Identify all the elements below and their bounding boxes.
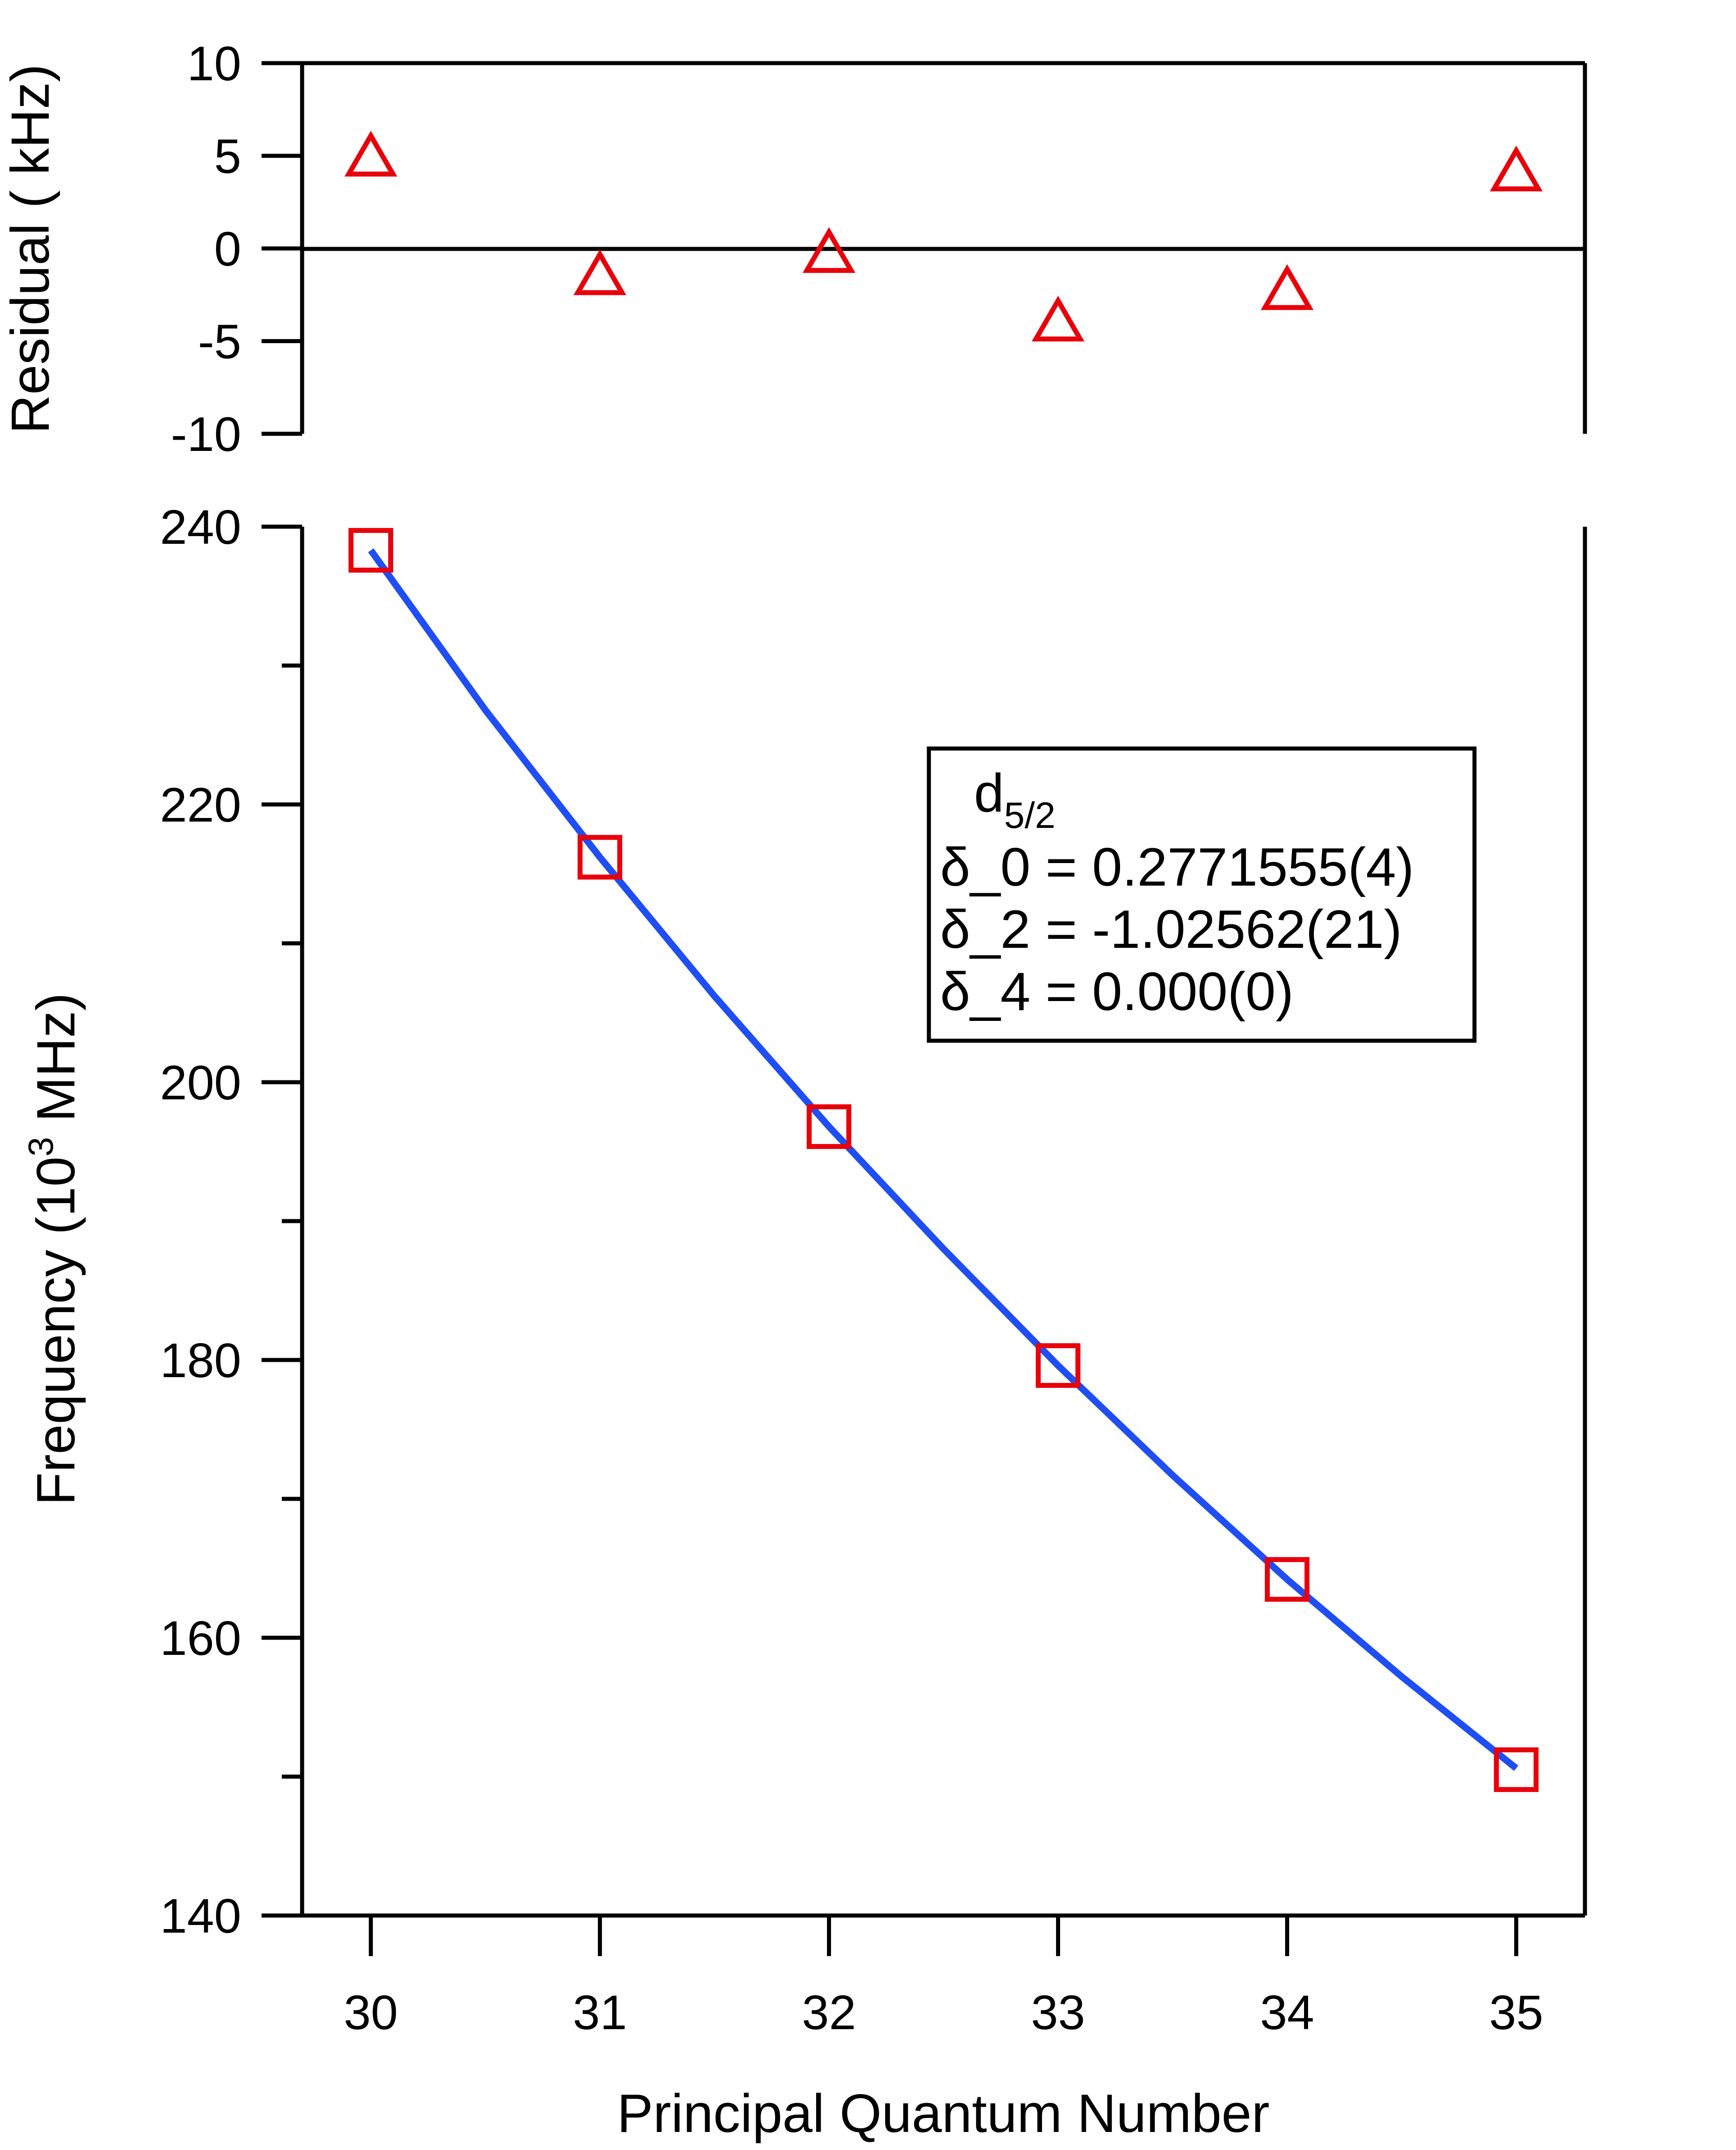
residual-triangle-marker [802,227,856,273]
data-square-marker [1036,1343,1081,1388]
residual-y-axis-label: Residual ( kHz) [0,64,60,434]
main-panel: 240 220 200 180 160 140 30 31 32 33 34 35 Frequenc… [21,500,1587,2144]
fit-curve [368,548,1519,1771]
legend-box [927,746,1477,1043]
data-square-marker [348,528,393,573]
main-y-axis-label: Frequency (103 MHz) [21,992,86,1505]
fit-curve-path [368,548,1519,1771]
data-square-marker [1494,1747,1539,1792]
residual-y-tick-label: 0 [214,221,241,276]
x-tick-label: 31 [573,1985,627,2040]
residual-points [344,131,1543,342]
data-square-marker [577,835,622,880]
residual-triangle-marker [1490,145,1543,192]
data-square-marker [806,1104,851,1149]
x-tick-label: 30 [344,1985,398,2040]
x-tick-label: 34 [1260,1985,1314,2040]
residual-y-tick-label: 10 [187,36,241,91]
main-y-tick-label: 200 [160,1055,241,1110]
residual-triangle-marker [1261,264,1314,310]
data-square-marker [1265,1557,1310,1602]
main-x-ticks: 30 31 32 33 34 35 [344,1916,1543,2040]
legend-line-delta2: δ_2 = -1.02562(21) [940,899,1402,960]
residual-y-ticks: 10 5 0 -5 -10 [171,36,302,461]
main-y-tick-label: 220 [160,777,241,832]
residual-y-tick-label: -10 [171,407,241,461]
main-y-tick-label: 140 [160,1888,241,1943]
residual-y-tick-label: -5 [198,314,241,369]
residual-triangle-marker [344,131,397,177]
legend-title: d5/2 [974,763,1056,836]
x-tick-label: 35 [1489,1985,1543,2040]
legend-line-delta4: δ_4 = 0.000(0) [940,961,1294,1022]
main-y-tick-label: 180 [160,1333,241,1387]
main-y-axis-label-superscript: 3 [21,1137,60,1156]
legend-line-delta0: δ_0 = 0.2771555(4) [940,837,1414,897]
x-tick-label: 32 [802,1985,856,2040]
main-y-tick-label: 240 [160,500,241,554]
residual-triangle-marker [1031,295,1085,342]
main-y-ticks: 240 220 200 180 160 140 [160,500,302,1943]
main-y-tick-label: 160 [160,1611,241,1665]
legend-title-subscript: 5/2 [1004,795,1056,836]
x-axis-label: Principal Quantum Number [617,2083,1269,2144]
residual-y-tick-label: 5 [214,129,241,184]
x-tick-label: 33 [1031,1985,1085,2040]
residual-triangle-marker [573,249,626,295]
main-points [348,528,1539,1792]
legend: d5/2 δ_0 = 0.2771555(4) δ_2 = -1.02562(2… [927,746,1477,1043]
residual-panel: 10 5 0 -5 -10 Residual ( kHz) [0,36,1587,461]
